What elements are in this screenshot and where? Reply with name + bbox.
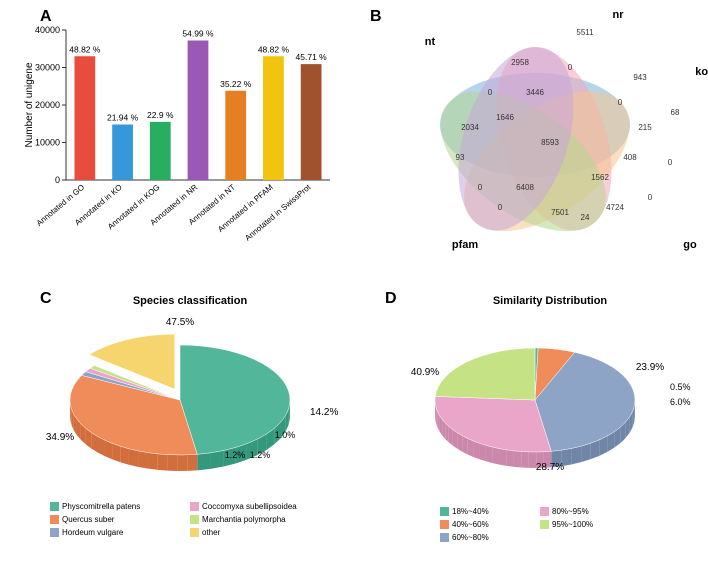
svg-text:0: 0 [498, 203, 503, 212]
svg-text:68: 68 [671, 108, 680, 117]
svg-text:34.9%: 34.9% [46, 432, 74, 443]
svg-text:0: 0 [488, 88, 493, 97]
svg-text:6408: 6408 [516, 183, 534, 192]
panel-d-label: D [385, 290, 397, 308]
svg-text:6.0%: 6.0% [670, 397, 691, 407]
pie-chart-d: 40.9% 28.7% 23.9% 0.5% 6.0% [380, 310, 708, 530]
svg-text:10000: 10000 [35, 138, 60, 148]
svg-text:nt: nt [425, 36, 436, 48]
svg-text:0: 0 [648, 193, 653, 202]
svg-text:1.0%: 1.0% [275, 430, 296, 440]
svg-text:5511: 5511 [576, 28, 594, 37]
svg-text:Annotated in SwissProt: Annotated in SwissProt [243, 182, 313, 243]
y-axis-label: Number of unigene [24, 62, 35, 147]
svg-text:0: 0 [568, 63, 573, 72]
svg-text:go: go [683, 239, 697, 251]
svg-text:47.5%: 47.5% [166, 317, 194, 328]
svg-text:40000: 40000 [35, 25, 60, 35]
svg-text:45.71 %: 45.71 % [296, 52, 328, 62]
svg-text:1646: 1646 [496, 113, 514, 122]
svg-text:408: 408 [623, 153, 637, 162]
svg-text:pfam: pfam [452, 239, 479, 251]
panel-c-label: C [40, 290, 52, 308]
svg-text:40.9%: 40.9% [411, 367, 439, 378]
chart-c-title: Species classification [120, 295, 260, 307]
svg-text:0: 0 [618, 98, 623, 107]
svg-text:30000: 30000 [35, 63, 60, 73]
svg-text:0: 0 [55, 175, 60, 185]
svg-text:48.82 %: 48.82 % [258, 44, 290, 54]
svg-text:35.22 %: 35.22 % [220, 79, 252, 89]
svg-text:8593: 8593 [541, 138, 559, 147]
svg-text:20000: 20000 [35, 100, 60, 110]
svg-text:2034: 2034 [461, 123, 479, 132]
svg-text:28.7%: 28.7% [536, 462, 564, 473]
svg-text:48.82 %: 48.82 % [69, 44, 101, 54]
svg-text:3446: 3446 [526, 88, 544, 97]
svg-text:nr: nr [613, 9, 625, 21]
svg-text:215: 215 [638, 123, 652, 132]
svg-text:4724: 4724 [606, 203, 624, 212]
svg-text:0: 0 [478, 183, 483, 192]
bar-chart: 010000200003000040000 Number of unigene … [10, 10, 350, 280]
svg-text:2958: 2958 [511, 58, 529, 67]
svg-text:1562: 1562 [591, 173, 609, 182]
svg-text:0.5%: 0.5% [670, 382, 691, 392]
legend-d: 18%~40%40%~60%60%~80%80%~95%95%~100% [440, 505, 680, 544]
svg-text:54.99 %: 54.99 % [182, 29, 214, 39]
legend-c: Physcomitrella patensQuercus suberHordeu… [50, 500, 330, 539]
svg-text:1.2%: 1.2% [225, 450, 246, 460]
svg-text:93: 93 [456, 153, 465, 162]
pie-chart-c: 47.5% 34.9% 14.2% 1.0% 1.2% 1.2% [20, 310, 350, 530]
venn-diagram: nt nr kog go pfam 2034 5511 68 2958 943 93 3446 215… [370, 0, 708, 270]
svg-text:kog: kog [695, 66, 708, 78]
chart-d-title: Similarity Distribution [470, 295, 630, 307]
svg-text:24: 24 [581, 213, 590, 222]
svg-text:0: 0 [668, 158, 673, 167]
svg-text:943: 943 [633, 73, 647, 82]
svg-text:14.2%: 14.2% [310, 407, 338, 418]
svg-text:23.9%: 23.9% [636, 362, 664, 373]
svg-text:1.2%: 1.2% [250, 450, 271, 460]
svg-text:7501: 7501 [551, 208, 569, 217]
svg-text:22.9 %: 22.9 % [147, 110, 174, 120]
svg-text:21.94 %: 21.94 % [107, 113, 139, 123]
